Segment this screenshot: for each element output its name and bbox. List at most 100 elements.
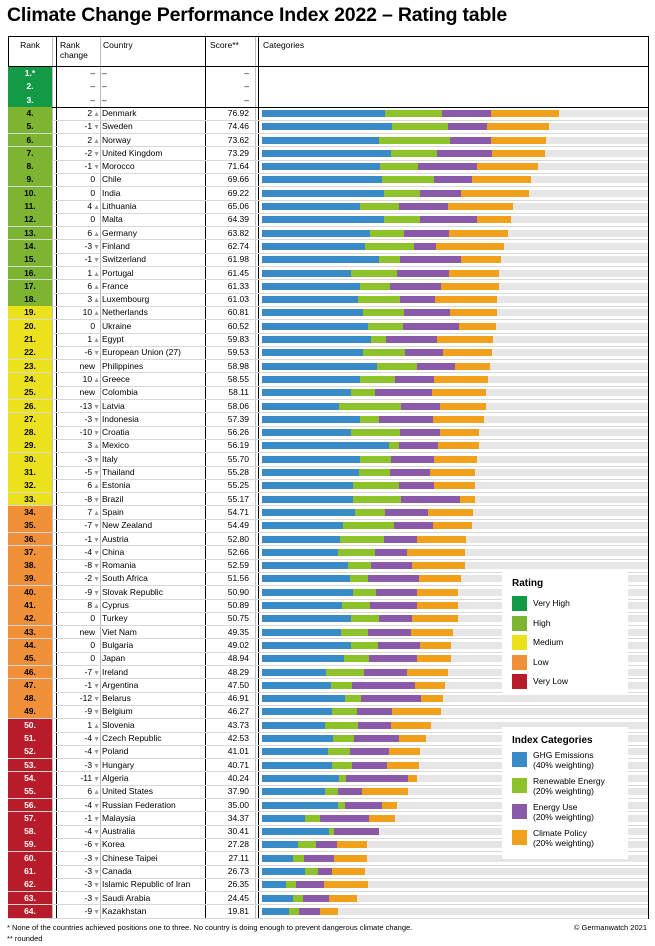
rank-change-value: 7 xyxy=(87,506,93,517)
rank-rating-cell xyxy=(8,811,52,826)
bar-energy-use xyxy=(400,495,460,503)
bar-ghg-emissions xyxy=(262,109,386,117)
country-cell: Australia xyxy=(102,826,136,837)
rank-rating-cell xyxy=(8,306,52,321)
rank-change-value: -4 xyxy=(84,746,93,757)
bar-climate-policy xyxy=(477,216,511,224)
country-cell: Belarus xyxy=(102,693,131,704)
row-divider xyxy=(8,186,648,188)
table-vline xyxy=(648,36,649,919)
score-cell: 61.98 xyxy=(227,254,249,265)
rank-rating-cell xyxy=(8,878,52,893)
row-divider xyxy=(8,438,648,440)
country-cell: Cyprus xyxy=(102,600,129,610)
row-divider xyxy=(8,758,648,760)
bar-climate-policy xyxy=(434,482,476,490)
rank-change-value: 2 xyxy=(87,134,93,145)
rank-change-value: new xyxy=(79,360,96,371)
rank-cell: 49. xyxy=(24,706,36,717)
country-cell: Poland xyxy=(102,746,129,757)
legend-label: Renewable Energy xyxy=(533,776,605,786)
bar-energy-use xyxy=(399,256,462,264)
rank-change-cell: -2▼ xyxy=(56,147,101,161)
rank-change-cell: -1▼ xyxy=(56,253,101,267)
bar-energy-use xyxy=(441,109,491,117)
legend-swatch xyxy=(512,596,527,611)
legend-label: Energy Use xyxy=(533,802,578,812)
bar-energy-use xyxy=(398,203,448,210)
bar-ghg-emissions xyxy=(262,189,384,197)
bar-energy-use xyxy=(378,615,413,623)
row-divider xyxy=(8,212,648,214)
bar-energy-use xyxy=(447,123,488,131)
rank-change-cell: -1▼ xyxy=(56,533,101,547)
bar-renewable-energy xyxy=(327,748,351,756)
rank-cell: 28. xyxy=(24,427,36,438)
bar-ghg-emissions xyxy=(262,229,371,237)
bar-renewable-energy xyxy=(360,375,396,383)
bar-energy-use xyxy=(319,814,370,822)
table-hline xyxy=(8,918,649,920)
score-cell: 49.02 xyxy=(227,639,249,650)
rank-change-value: -3 xyxy=(84,879,93,890)
bar-track xyxy=(262,748,648,756)
bar-energy-use xyxy=(396,269,449,277)
bar-energy-use xyxy=(351,761,387,769)
score-cell: 73.29 xyxy=(227,147,249,158)
rank-cell: 33. xyxy=(24,493,36,504)
rank-cell: 20. xyxy=(24,320,36,331)
bar-climate-policy xyxy=(448,269,499,277)
triangle-up-icon: ▲ xyxy=(93,376,100,384)
bar-ghg-emissions xyxy=(262,455,361,463)
score-cell: 50.90 xyxy=(227,586,249,597)
rank-cell: 7. xyxy=(26,147,34,158)
index-legend-title: Index Categories xyxy=(512,735,593,746)
country-cell: Egypt xyxy=(102,334,124,344)
rank-rating-cell xyxy=(8,904,52,919)
bar-climate-policy xyxy=(432,415,484,423)
rank-change-cell: -4▼ xyxy=(56,546,101,560)
country-cell: Portugal xyxy=(102,267,134,278)
rank-cell: 64. xyxy=(24,905,36,916)
triangle-down-icon: ▼ xyxy=(93,815,100,823)
blank-icon xyxy=(96,217,100,224)
rank-change-value: 3 xyxy=(87,440,93,451)
index-categories-legend: Index Categories GHG Emissions (40% weigh… xyxy=(502,727,628,859)
rank-rating-cell xyxy=(8,439,52,454)
bar-climate-policy xyxy=(417,535,467,543)
legend-sublabel: (20% weighting) xyxy=(533,812,594,822)
bar-ghg-emissions xyxy=(262,881,287,889)
row-divider xyxy=(8,332,648,334)
bar-energy-use xyxy=(374,548,407,556)
score-cell: 61.33 xyxy=(227,280,249,291)
bar-renewable-energy xyxy=(298,841,317,849)
rank-change-value: 0 xyxy=(90,639,96,650)
score-cell: 58.55 xyxy=(227,373,249,384)
bar-ghg-emissions xyxy=(262,681,332,689)
country-cell: Viet Nam xyxy=(102,626,137,637)
bar-track xyxy=(262,655,648,663)
row-divider xyxy=(8,771,648,773)
rank-rating-cell xyxy=(8,160,52,174)
triangle-up-icon: ▲ xyxy=(93,137,100,145)
bar-ghg-emissions xyxy=(262,163,381,171)
bar-ghg-emissions xyxy=(262,588,353,596)
bar-climate-policy xyxy=(408,774,418,782)
bar-climate-policy xyxy=(361,788,409,796)
rank-cell: 50. xyxy=(24,719,36,730)
bar-climate-policy xyxy=(369,814,395,822)
score-cell: 40.24 xyxy=(227,772,249,783)
rank-change-value: -9 xyxy=(84,586,93,597)
rank-change-value: 6 xyxy=(87,480,93,491)
bar-climate-policy xyxy=(428,508,474,516)
bar-renewable-energy xyxy=(286,881,296,889)
rank-change-cell: 1▲ xyxy=(56,719,100,733)
row-divider xyxy=(8,492,648,494)
bar-energy-use xyxy=(394,522,434,530)
bar-energy-use xyxy=(383,535,418,543)
bar-energy-use xyxy=(357,721,391,729)
bar-ghg-emissions xyxy=(262,814,305,822)
rank-rating-cell xyxy=(8,585,52,600)
bar-ghg-emissions xyxy=(262,322,368,330)
bar-energy-use xyxy=(420,216,477,224)
